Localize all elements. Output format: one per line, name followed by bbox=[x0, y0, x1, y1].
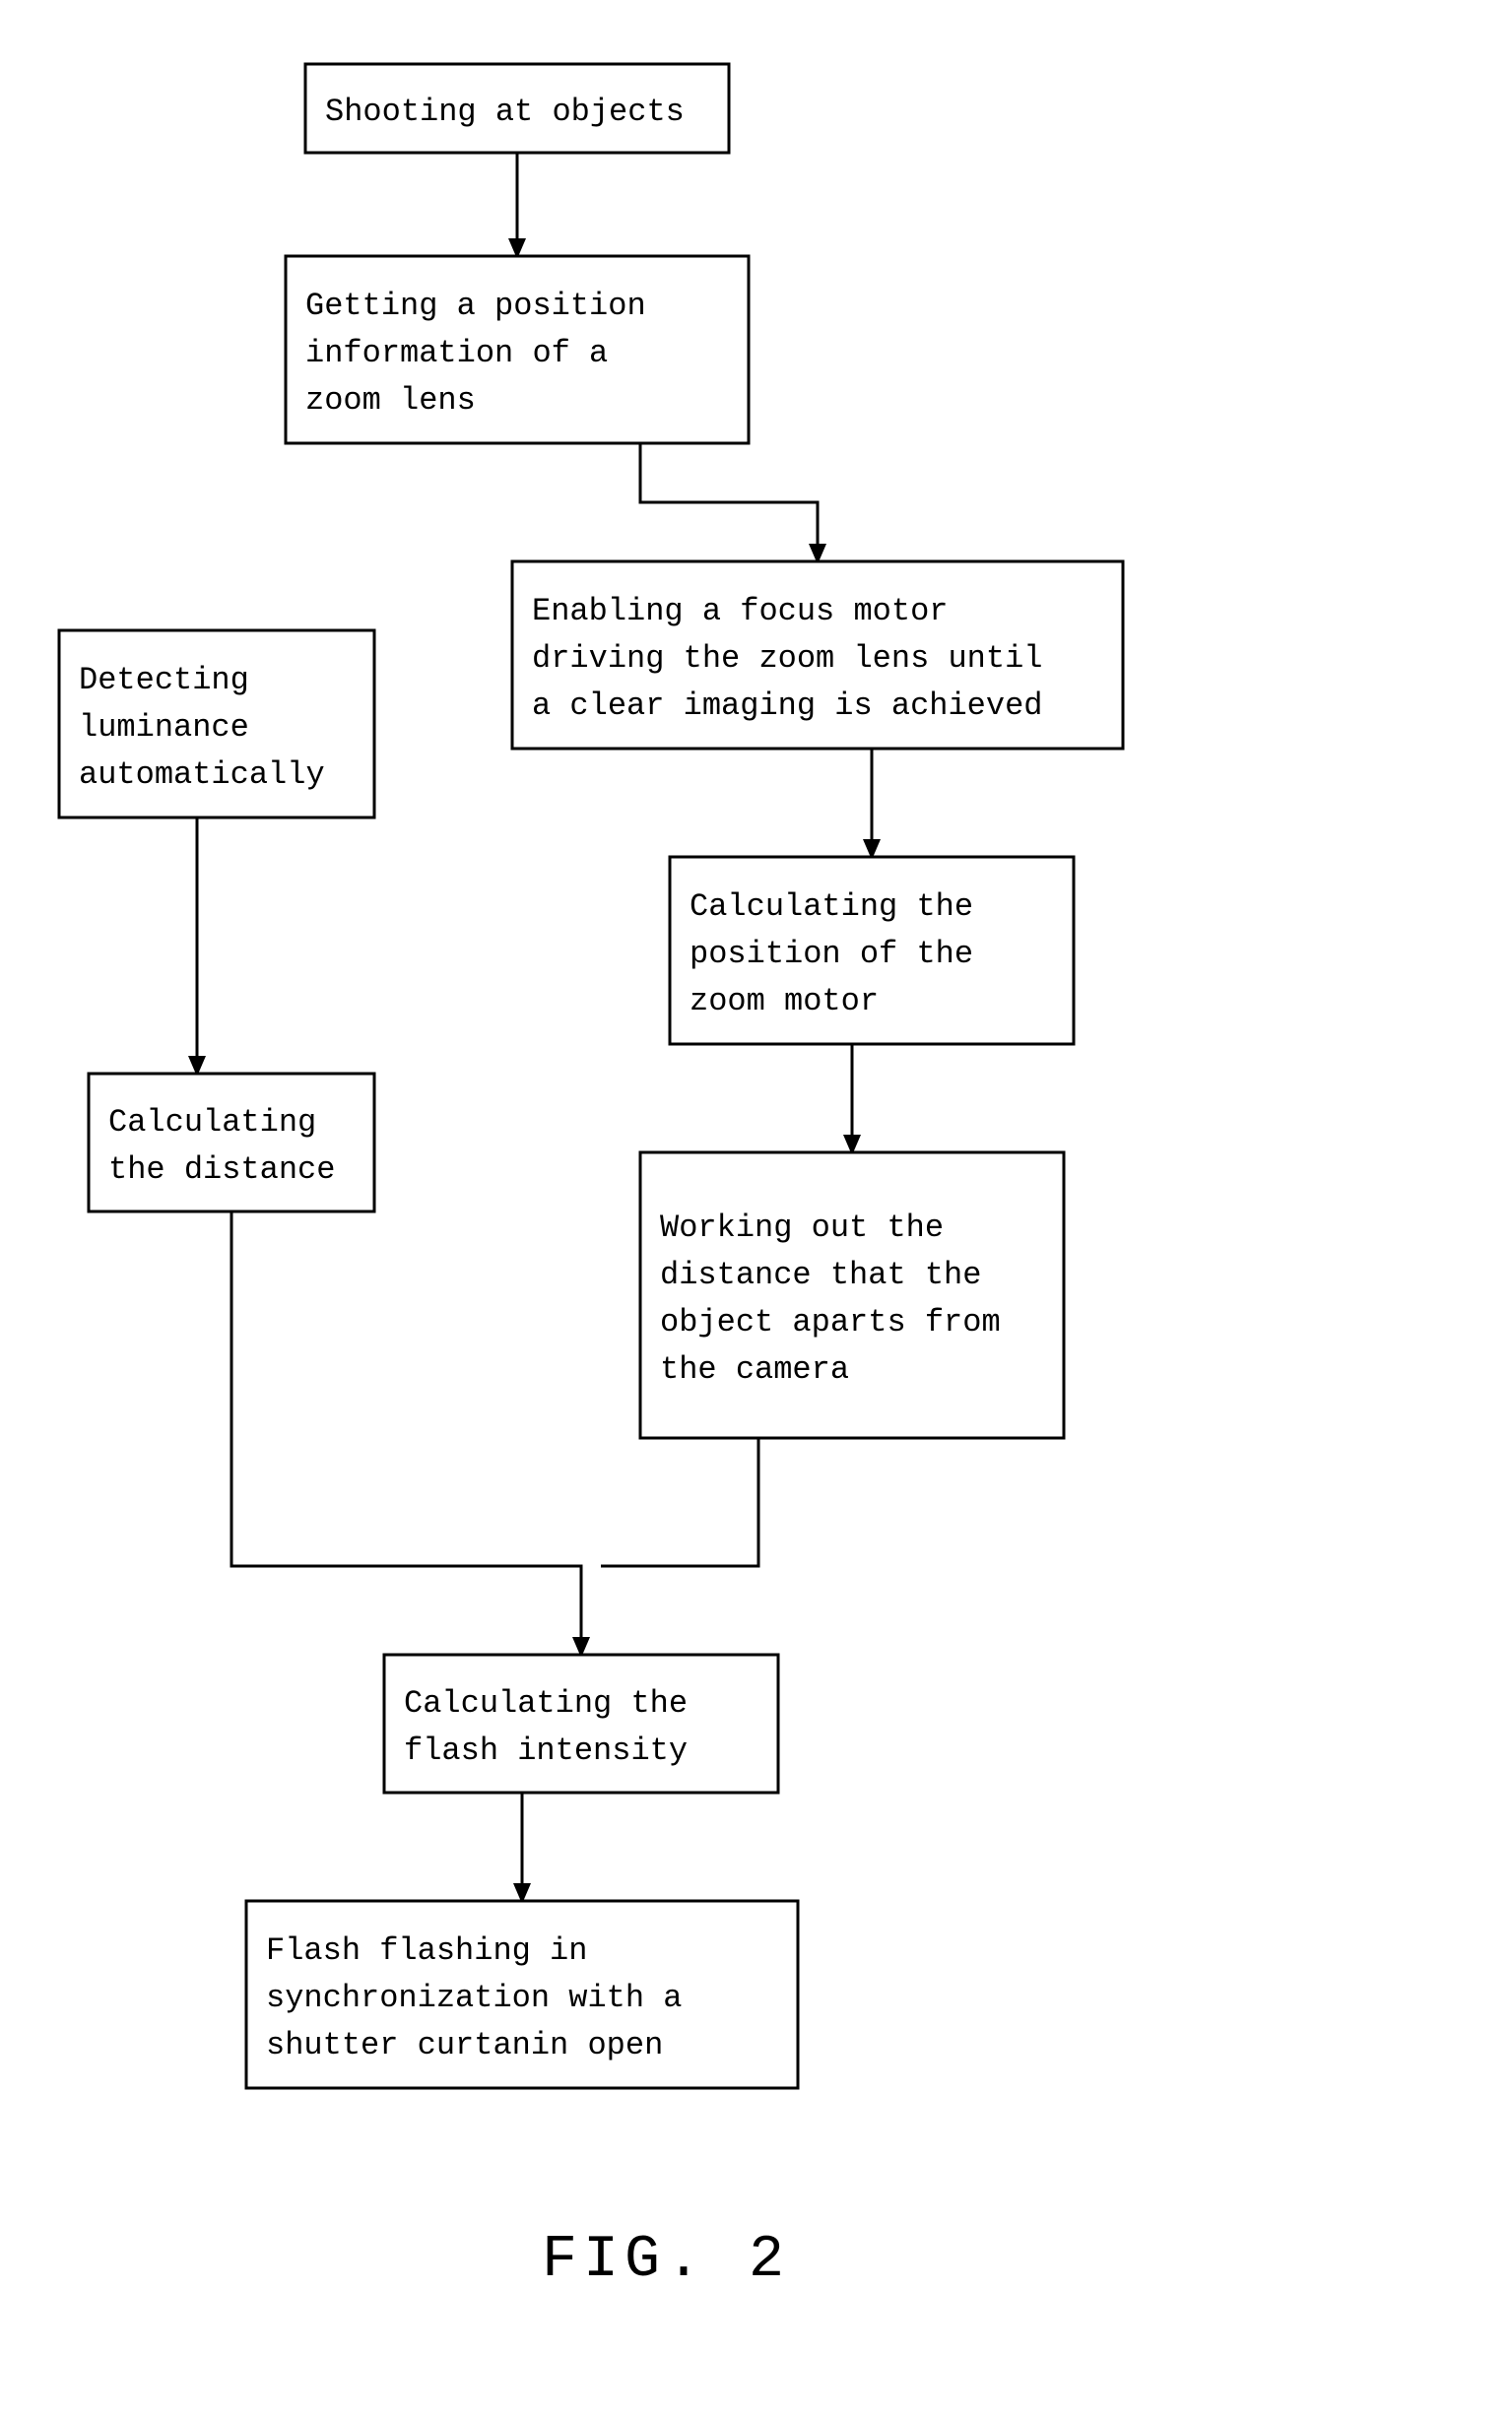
flow-node-text: shutter curtanin open bbox=[266, 2027, 663, 2063]
flow-node: Enabling a focus motor driving the zoom l… bbox=[512, 561, 1123, 749]
flow-node-text: Flash flashing in bbox=[266, 1932, 587, 1969]
flow-node: Flash flashing in synchronization with a s… bbox=[246, 1901, 798, 2088]
flow-edge bbox=[640, 443, 818, 561]
flow-node-text: driving the zoom lens until bbox=[532, 640, 1042, 677]
flow-node-text: Detecting bbox=[79, 662, 249, 698]
flow-node-text: Calculating the bbox=[690, 888, 973, 925]
flow-node-text: object aparts from bbox=[660, 1304, 1001, 1341]
flow-node-text: automatically bbox=[79, 756, 325, 793]
flow-node: Getting a position information of a zoom l… bbox=[286, 256, 749, 443]
flowchart-canvas: Shooting at objects Getting a position inf… bbox=[0, 0, 1512, 2420]
flow-node-text: Calculating bbox=[108, 1104, 316, 1141]
flow-node-text: synchronization with a bbox=[266, 1980, 682, 2016]
flow-node: Shooting at objects bbox=[305, 64, 729, 153]
flow-node-text: Getting a position bbox=[305, 288, 646, 324]
flow-edge bbox=[231, 1211, 581, 1655]
flow-node: Calculating the flash intensity bbox=[384, 1655, 778, 1793]
flow-node-box bbox=[640, 1152, 1064, 1438]
figure-label: FIG. 2 bbox=[542, 2227, 790, 2294]
flow-node-text: luminance bbox=[79, 709, 249, 746]
flow-node-text: a clear imaging is achieved bbox=[532, 687, 1042, 724]
flow-node-text: flash intensity bbox=[404, 1733, 688, 1769]
flow-node-box bbox=[384, 1655, 778, 1793]
flow-node-text: Enabling a focus motor bbox=[532, 593, 948, 629]
flow-node-text: information of a bbox=[305, 335, 608, 371]
flow-node-text: Working out the bbox=[660, 1210, 944, 1246]
flow-node-text: Shooting at objects bbox=[325, 94, 685, 130]
flow-node-text: Calculating the bbox=[404, 1685, 688, 1722]
flow-node-box bbox=[89, 1074, 374, 1211]
flow-node-text: distance that the bbox=[660, 1257, 981, 1293]
flow-node-text: the distance bbox=[108, 1151, 335, 1188]
flow-node-text: zoom lens bbox=[305, 382, 476, 419]
flow-node-text: zoom motor bbox=[690, 983, 879, 1019]
flow-node-text: position of the bbox=[690, 936, 973, 972]
flow-node-text: the camera bbox=[660, 1351, 849, 1388]
flow-node: Working out the distance that the object a… bbox=[640, 1152, 1064, 1438]
flow-edge bbox=[601, 1438, 758, 1566]
flow-node: Calculating the position of the zoom motor bbox=[670, 857, 1074, 1044]
flow-node: Detecting luminance automatically bbox=[59, 630, 374, 818]
flow-node: Calculating the distance bbox=[89, 1074, 374, 1211]
